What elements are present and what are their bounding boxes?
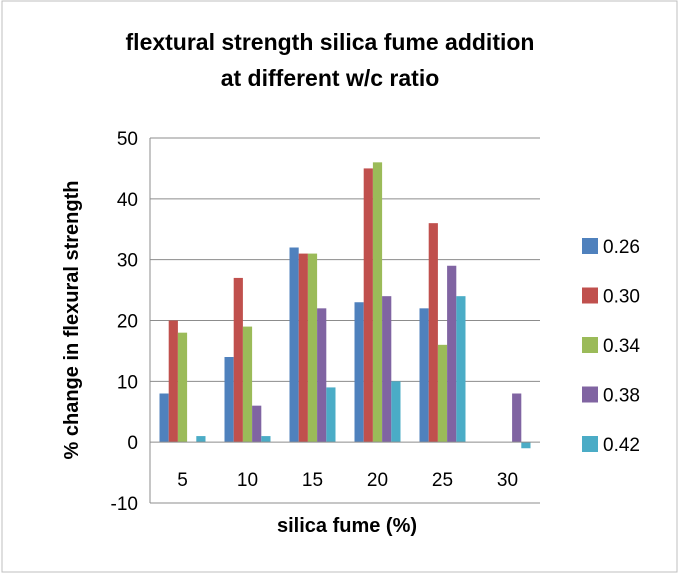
bar-0.42-25 [456, 296, 466, 443]
legend-label: 0.42 [603, 435, 640, 456]
bar-0.26-5 [159, 393, 169, 443]
legend-label: 0.38 [603, 386, 640, 407]
bar-0.34-5 [177, 332, 188, 443]
bar-0.42-10 [261, 436, 271, 443]
bar-0.34-20 [372, 162, 383, 443]
bar-0.26-25 [419, 308, 429, 443]
legend-label: 0.30 [603, 287, 640, 308]
bar-0.38-30 [512, 393, 522, 443]
bar-0.34-10 [242, 326, 253, 443]
y-tick-label: 0 [127, 433, 138, 454]
y-tick-label: 10 [117, 372, 138, 393]
x-tick-label: 25 [432, 470, 453, 491]
gridlines [150, 137, 540, 504]
x-tick-label: 20 [367, 470, 388, 491]
y-tick-label: 30 [117, 251, 138, 272]
legend: 0.26 0.30 0.34 0.38 0.42 [582, 237, 640, 456]
bar-0.30-5 [168, 320, 178, 443]
bars [159, 162, 531, 449]
bar-0.38-25 [447, 265, 457, 443]
chart-title-line-1: flextural strength silica fume addition [126, 29, 535, 55]
bar-0.30-25 [428, 223, 438, 443]
x-axis-title: silica fume (%) [277, 515, 417, 537]
bar-0.30-10 [233, 277, 243, 443]
y-tick-label: 50 [117, 129, 138, 150]
axes [149, 138, 540, 503]
chart-title-line-2: at different w/c ratio [221, 65, 440, 91]
x-tick-label: 30 [497, 470, 518, 491]
legend-swatch-0.30 [582, 287, 598, 304]
bar-0.30-15 [298, 253, 308, 443]
legend-label: 0.26 [603, 237, 640, 258]
y-tick-labels: -10 0 10 20 30 40 50 [111, 129, 138, 515]
bar-0.42-20 [391, 381, 401, 443]
bar-0.30-20 [363, 168, 373, 443]
bar-0.26-20 [354, 302, 364, 443]
bar-0.26-10 [224, 357, 234, 443]
x-tick-label: 10 [237, 470, 258, 491]
legend-label: 0.34 [603, 336, 640, 357]
bar-0.26-15 [289, 247, 299, 443]
legend-swatch-0.38 [582, 386, 598, 403]
y-tick-label: -10 [111, 494, 138, 515]
x-tick-labels: 5 10 15 20 25 30 [177, 470, 518, 491]
y-axis-title: % change in flexural strength [61, 181, 83, 460]
bar-0.38-10 [252, 405, 262, 443]
x-tick-label: 5 [177, 470, 188, 491]
bar-0.42-15 [326, 387, 336, 443]
bar-0.34-15 [307, 253, 318, 443]
bar-0.38-20 [382, 296, 392, 443]
x-tick-label: 15 [302, 470, 323, 491]
y-tick-label: 40 [117, 190, 138, 211]
legend-swatch-0.26 [582, 238, 598, 254]
bar-0.34-25 [437, 344, 448, 443]
bar-0.42-5 [196, 436, 206, 443]
legend-swatch-0.42 [582, 436, 598, 452]
y-tick-label: 20 [117, 312, 138, 333]
bar-0.42-30 [521, 442, 531, 449]
bar-0.38-15 [317, 308, 327, 443]
legend-swatch-0.34 [582, 337, 598, 353]
